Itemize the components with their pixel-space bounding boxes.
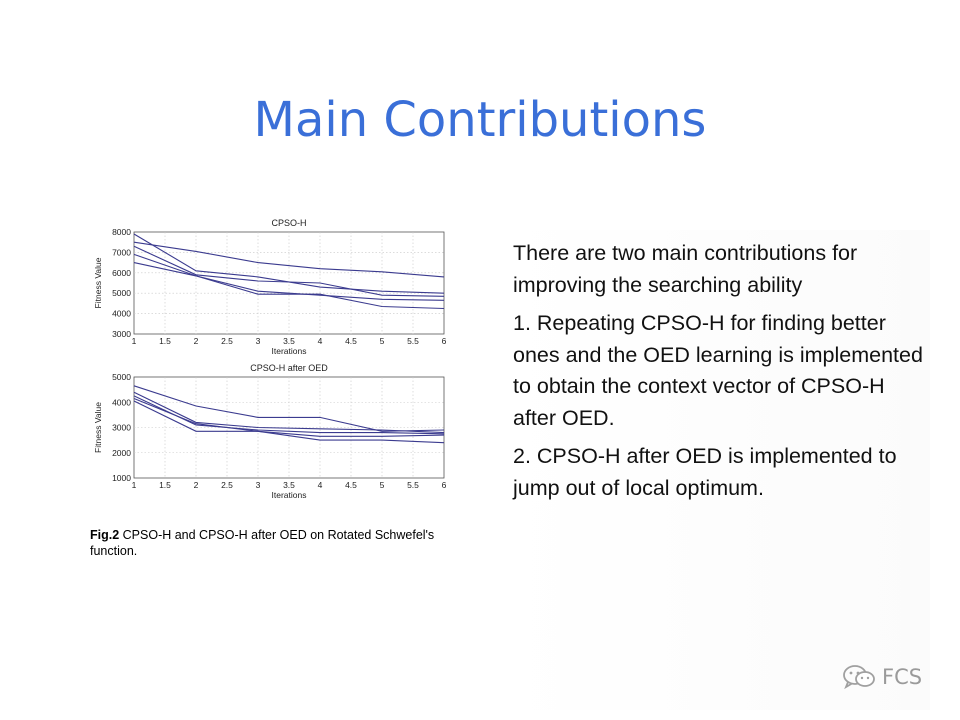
wechat-icon xyxy=(843,665,875,690)
figure: 1 1.5 2 2.5 3 3.5 4 4.5 5 5.5 6 3000 4000 5000 6000 700… xyxy=(84,212,464,502)
chart-1-x-tick-label: 3 xyxy=(256,336,261,346)
chart-2-y-axis-label: Fitness Value xyxy=(93,402,103,453)
chart-1-x-tick-label: 4 xyxy=(318,336,323,346)
chart-2-x-tick-label: 3 xyxy=(256,480,261,490)
body-paragraph-1: 1. Repeating CPSO-H for finding better o… xyxy=(513,311,923,430)
chart-1-series-line-5 xyxy=(133,262,445,310)
chart-2-x-tick-label: 4 xyxy=(318,480,323,490)
chart-1-x-tick-label: 2 xyxy=(194,336,199,346)
chart-2-y-tick-label: 2000 xyxy=(112,448,131,458)
chart-1-y-tick-label: 3000 xyxy=(112,329,131,339)
chart-2-x-tick-label: 4.5 xyxy=(345,480,357,490)
chart-1-x-tick-label: 2.5 xyxy=(221,336,233,346)
chart-1-series-line-4 xyxy=(133,253,445,301)
chart-1-y-axis-label: Fitness Value xyxy=(93,257,103,308)
chart-2-x-axis-label: Iterations xyxy=(272,490,307,500)
chart-1-y-tick-label: 4000 xyxy=(112,309,131,319)
watermark-text: FCS xyxy=(882,665,923,689)
chart-2-x-tick-label: 2 xyxy=(194,480,199,490)
chart-2-y-tick-label: 5000 xyxy=(112,372,131,382)
body-paragraph-2: 2. CPSO-H after OED is implemented to ju… xyxy=(513,444,897,500)
chart-1-x-tick-label: 5.5 xyxy=(407,336,419,346)
slide-title: Main Contributions xyxy=(253,92,707,148)
chart-1-x-tick-label: 6 xyxy=(442,336,447,346)
chart-1-x-tick-label: 1 xyxy=(132,336,137,346)
chart-1-x-tick-label: 3.5 xyxy=(283,336,295,346)
chart-2-y-tick-label: 3000 xyxy=(112,423,131,433)
chart-2-y-tick-label: 4000 xyxy=(112,397,131,407)
chart-1-series-line-1 xyxy=(133,241,445,278)
chart-2-x-tick-label: 2.5 xyxy=(221,480,233,490)
charts-figure: 1 1.5 2 2.5 3 3.5 4 4.5 5 5.5 6 3000 4000 5000 6000 700… xyxy=(93,218,447,500)
chart-1-y-tick-label: 6000 xyxy=(112,268,131,278)
chart-1-y-tick-label: 5000 xyxy=(112,288,131,298)
chart-1-title: CPSO-H xyxy=(271,218,306,228)
chart-1-series-line-3 xyxy=(133,245,445,297)
chart-2-series-line-1 xyxy=(133,385,445,432)
chart-2-x-tick-label: 5 xyxy=(380,480,385,490)
body-panel xyxy=(505,230,930,710)
chart-1-x-tick-label: 4.5 xyxy=(345,336,357,346)
chart-2-x-tick-label: 5.5 xyxy=(407,480,419,490)
chart-2-x-tick-label: 6 xyxy=(442,480,447,490)
chart-2-series-line-3 xyxy=(133,395,445,435)
chart-2-series-line-2 xyxy=(133,391,445,434)
chart-2-title: CPSO-H after OED xyxy=(250,363,328,373)
figure-caption: Fig.2 CPSO-H and CPSO-H after OED on Rot… xyxy=(90,527,480,559)
chart-1-x-tick-label: 5 xyxy=(380,336,385,346)
chart-2-x-tick-label: 1 xyxy=(132,480,137,490)
chart-1-x-tick-label: 1.5 xyxy=(159,336,171,346)
chart-2-y-tick-label: 1000 xyxy=(112,473,131,483)
chart-1-y-tick-label: 7000 xyxy=(112,247,131,257)
chart-2-series-line-4 xyxy=(133,397,445,437)
chart-2-series-line-5 xyxy=(133,400,445,444)
caption-label: Fig.2 xyxy=(90,528,120,542)
chart-2-x-tick-label: 1.5 xyxy=(159,480,171,490)
chart-1-x-axis-label: Iterations xyxy=(272,346,307,356)
chart-2-x-tick-label: 3.5 xyxy=(283,480,295,490)
body-text: There are two main contributions for imp… xyxy=(513,238,933,511)
chart-1-y-tick-label: 8000 xyxy=(112,227,131,237)
caption-text: CPSO-H and CPSO-H after OED on Rotated S… xyxy=(90,528,435,558)
watermark: FCS xyxy=(842,664,922,690)
body-paragraph-intro: There are two main contributions for imp… xyxy=(513,241,858,297)
